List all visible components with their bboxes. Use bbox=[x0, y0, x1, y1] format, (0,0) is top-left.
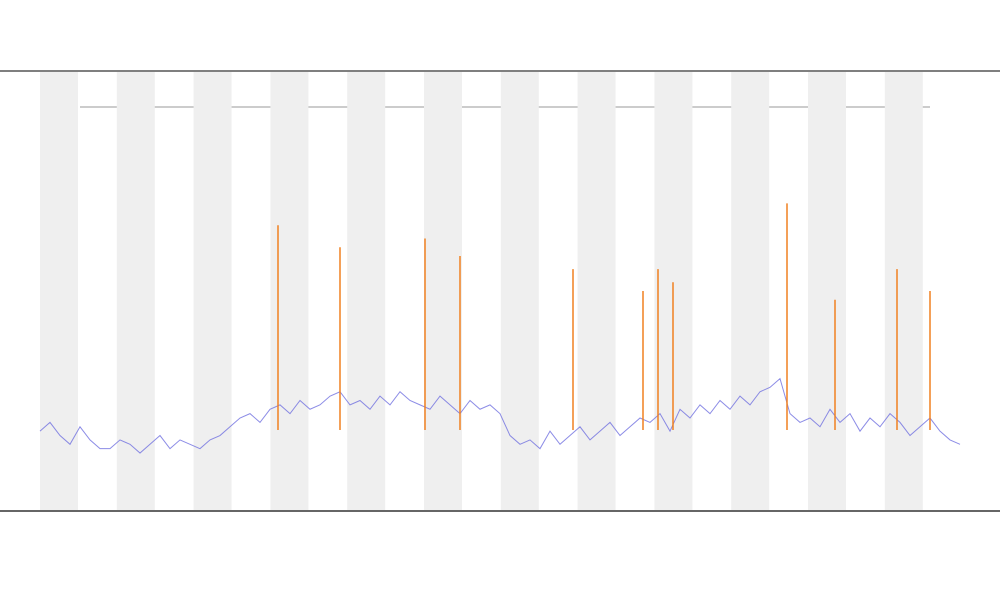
shade-band bbox=[193, 72, 232, 510]
shade-band bbox=[500, 72, 539, 510]
shading bbox=[40, 72, 923, 510]
shade-band bbox=[40, 72, 78, 510]
shade-band bbox=[116, 72, 155, 510]
line-series bbox=[39, 377, 961, 454]
plot-area bbox=[39, 203, 961, 454]
shade-band bbox=[270, 72, 309, 510]
shade-band bbox=[577, 72, 616, 510]
shade-band bbox=[884, 72, 923, 510]
shade-band bbox=[731, 72, 770, 510]
shade-band bbox=[347, 72, 386, 510]
shade-band bbox=[424, 72, 462, 510]
shade-band bbox=[808, 72, 846, 510]
